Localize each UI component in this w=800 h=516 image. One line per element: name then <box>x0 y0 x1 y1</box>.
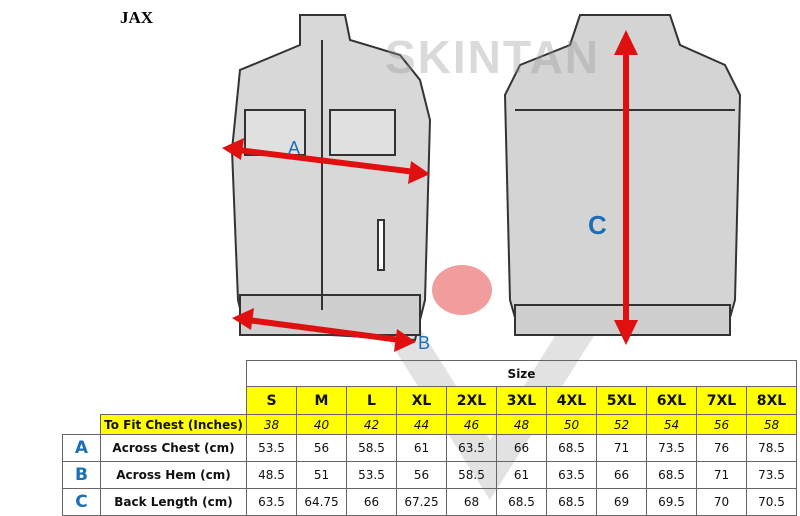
label-b: B <box>418 333 430 353</box>
size-2XL: 2XL <box>446 386 497 415</box>
measure-row: A Across Chest (cm) 53.5 56 58.5 61 63.5 66 68.5… <box>62 434 797 462</box>
measure-value: 71 <box>596 434 647 462</box>
chest-value: 50 <box>546 414 597 435</box>
measure-value: 73.5 <box>646 434 697 462</box>
measure-value: 56 <box>396 461 447 489</box>
measure-value: 63.5 <box>546 461 597 489</box>
measure-value: 68.5 <box>546 434 597 462</box>
chest-value: 48 <box>496 414 547 435</box>
row-letter: C <box>62 488 101 516</box>
arrow-b <box>232 308 416 352</box>
label-c: C <box>588 210 607 240</box>
row-label: Back Length (cm) <box>100 488 247 516</box>
size-M: M <box>296 386 347 415</box>
row-letter: B <box>62 461 101 489</box>
measure-value: 66 <box>346 488 397 516</box>
measure-value: 61 <box>496 461 547 489</box>
measure-value: 58.5 <box>446 461 497 489</box>
watermark-text: SKINTAN <box>385 31 601 83</box>
size-chart-table: Size S M L XL 2XL 3XL 4XL 5XL 6XL 7XL 8XL To Fit C… <box>62 360 797 516</box>
empty-cell <box>101 387 247 415</box>
chest-label: To Fit Chest (Inches) <box>100 414 247 435</box>
label-a: A <box>288 138 300 158</box>
empty-cell <box>63 387 101 415</box>
measure-value: 63.5 <box>446 434 497 462</box>
size-5XL: 5XL <box>596 386 647 415</box>
chest-value: 44 <box>396 414 447 435</box>
chest-value: 46 <box>446 414 497 435</box>
row-letter: A <box>62 434 101 462</box>
watermark-red-shape <box>432 265 492 315</box>
measure-row: C Back Length (cm) 63.5 64.75 66 67.25 68 68.5 6… <box>62 488 797 516</box>
size-6XL: 6XL <box>646 386 697 415</box>
measure-value: 61 <box>396 434 447 462</box>
size-L: L <box>346 386 397 415</box>
measure-value: 63.5 <box>246 488 297 516</box>
measure-value: 68.5 <box>646 461 697 489</box>
measure-value: 68.5 <box>496 488 547 516</box>
row-label: Across Hem (cm) <box>100 461 247 489</box>
measure-value: 66 <box>496 434 547 462</box>
row-label: Across Chest (cm) <box>100 434 247 462</box>
measure-row: B Across Hem (cm) 48.5 51 53.5 56 58.5 61 63.5 66… <box>62 461 797 489</box>
measure-value: 53.5 <box>246 434 297 462</box>
size-S: S <box>246 386 297 415</box>
chest-value: 56 <box>696 414 747 435</box>
chest-value: 42 <box>346 414 397 435</box>
chest-value: 58 <box>746 414 797 435</box>
chest-value: 52 <box>596 414 647 435</box>
size-XL: XL <box>396 386 447 415</box>
size-8XL: 8XL <box>746 386 797 415</box>
size-7XL: 7XL <box>696 386 747 415</box>
measure-value: 70 <box>696 488 747 516</box>
chest-value: 54 <box>646 414 697 435</box>
arrow-c <box>614 30 638 345</box>
measure-value: 70.5 <box>746 488 797 516</box>
measure-value: 71 <box>696 461 747 489</box>
measure-value: 48.5 <box>246 461 297 489</box>
size-3XL: 3XL <box>496 386 547 415</box>
empty-cell <box>101 361 247 387</box>
size-4XL: 4XL <box>546 386 597 415</box>
measure-value: 64.75 <box>296 488 347 516</box>
size-heading-row: Size <box>63 360 797 387</box>
measure-value: 67.25 <box>396 488 447 516</box>
measure-value: 73.5 <box>746 461 797 489</box>
arrow-a <box>222 138 430 184</box>
front-vest-illustration <box>230 14 432 342</box>
measure-value: 53.5 <box>346 461 397 489</box>
measure-value: 68 <box>446 488 497 516</box>
measure-value: 68.5 <box>546 488 597 516</box>
sizes-row: S M L XL 2XL 3XL 4XL 5XL 6XL 7XL 8XL <box>63 386 797 415</box>
measure-value: 58.5 <box>346 434 397 462</box>
size-heading: Size <box>246 360 797 387</box>
measure-value: 51 <box>296 461 347 489</box>
empty-cell <box>63 361 101 387</box>
measure-value: 56 <box>296 434 347 462</box>
measure-value: 78.5 <box>746 434 797 462</box>
chest-value: 38 <box>246 414 297 435</box>
chest-row: To Fit Chest (Inches) 38 40 42 44 46 48 50 52 54… <box>63 414 797 435</box>
measure-value: 69 <box>596 488 647 516</box>
product-title: JAX <box>120 8 154 27</box>
measure-value: 66 <box>596 461 647 489</box>
chest-value: 40 <box>296 414 347 435</box>
measure-value: 76 <box>696 434 747 462</box>
empty-cell <box>63 415 101 435</box>
measure-value: 69.5 <box>646 488 697 516</box>
